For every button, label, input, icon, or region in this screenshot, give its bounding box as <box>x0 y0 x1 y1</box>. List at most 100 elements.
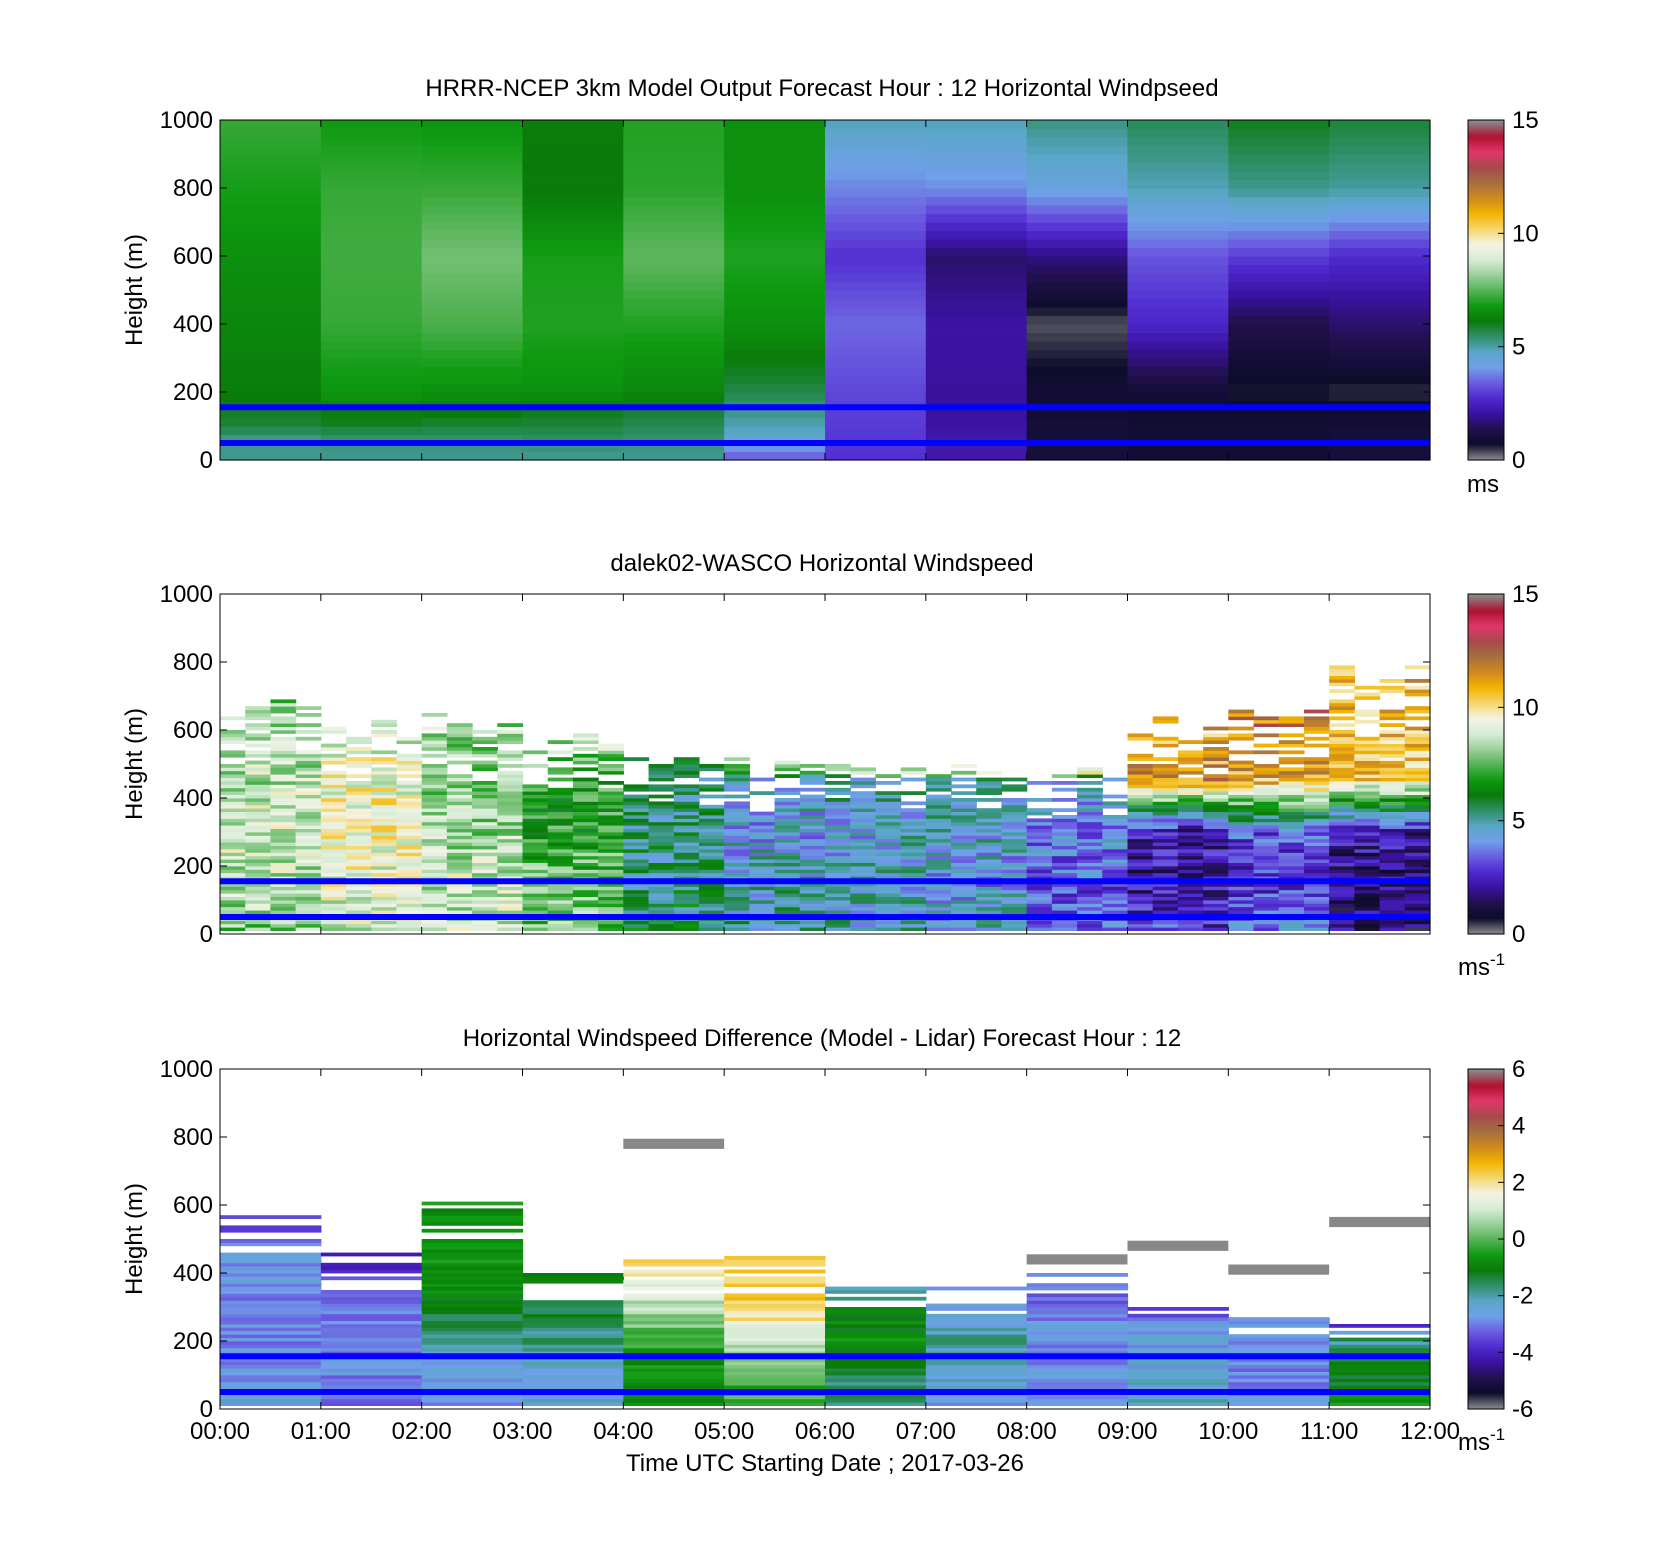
profile-cell <box>951 818 977 823</box>
profile-cell <box>1127 1375 1229 1379</box>
profile-cell <box>976 784 1003 789</box>
colorbar-swatch <box>1468 332 1504 335</box>
profile-cell <box>1329 767 1355 772</box>
profile-cell <box>220 1252 322 1257</box>
profile-cell <box>320 828 347 833</box>
profile-cell <box>1026 1273 1129 1277</box>
profile-cell <box>1102 893 1129 897</box>
model-cell <box>1329 392 1431 402</box>
profile-cell <box>799 883 826 887</box>
profile-cell <box>1051 910 1078 914</box>
profile-cell <box>951 815 977 819</box>
colorbar-swatch <box>1468 222 1504 225</box>
profile-cell <box>1001 808 1028 812</box>
model-cell <box>421 137 524 147</box>
profile-cell <box>1404 811 1431 816</box>
profile-cell <box>774 842 801 846</box>
profile-cell <box>497 740 524 744</box>
colorbar-swatch <box>1468 1375 1504 1378</box>
profile-cell <box>623 1307 725 1311</box>
profile-cell <box>572 740 599 744</box>
profile-cell <box>1102 923 1129 928</box>
profile-cell <box>1228 1361 1330 1366</box>
colorbar-swatch <box>1468 1345 1504 1348</box>
profile-cell <box>1177 849 1204 853</box>
profile-cell <box>522 896 549 901</box>
model-cell <box>825 341 927 351</box>
profile-cell <box>1303 855 1330 860</box>
profile-cell <box>925 1402 1028 1406</box>
profile-cell <box>598 747 624 751</box>
profile-cell <box>1026 1320 1129 1325</box>
model-cell <box>724 451 826 461</box>
colorbar-tick-label: 15 <box>1512 581 1539 608</box>
profile-cell <box>724 900 750 904</box>
colorbar-swatch <box>1468 910 1504 913</box>
colorbar-swatch <box>1468 162 1504 165</box>
profile-cell <box>1177 903 1204 908</box>
model-cell <box>522 366 624 376</box>
model-cell <box>1127 417 1229 427</box>
profile-cell <box>598 855 624 860</box>
profile-cell <box>1303 719 1330 724</box>
profile-cell <box>346 781 372 785</box>
colorbar-swatch <box>1468 234 1504 237</box>
profile-cell <box>446 801 473 806</box>
colorbar-swatch <box>1468 716 1504 719</box>
colorbar-swatch <box>1468 668 1504 671</box>
profile-cell <box>270 845 297 850</box>
profile-cell <box>446 787 473 792</box>
profile-cell <box>1203 828 1229 833</box>
profile-cell <box>673 784 700 789</box>
profile-cell <box>421 1378 524 1383</box>
model-cell <box>1329 196 1431 206</box>
profile-cell <box>320 818 347 823</box>
colorbar-swatch <box>1468 746 1504 749</box>
profile-cell <box>346 872 372 877</box>
profile-cell <box>1404 750 1431 755</box>
profile-cell <box>421 1283 524 1287</box>
profile-cell <box>1001 872 1028 877</box>
profile-cell <box>799 862 826 867</box>
colorbar-swatch <box>1468 418 1504 421</box>
profile-cell <box>825 1375 927 1379</box>
profile-cell <box>270 855 297 860</box>
profile-cell <box>446 859 473 863</box>
profile-cell <box>925 794 952 799</box>
profile-cell <box>1001 842 1028 846</box>
model-cell <box>623 247 725 257</box>
profile-cell <box>1329 1398 1431 1403</box>
profile-cell <box>1228 818 1255 823</box>
profile-cell <box>1228 1344 1330 1349</box>
profile-cell <box>976 852 1003 857</box>
profile-cell <box>749 862 776 867</box>
profile-cell <box>1354 781 1381 785</box>
profile-cell <box>1127 876 1154 880</box>
profile-cell <box>1278 910 1305 914</box>
profile-cell <box>572 920 599 925</box>
colorbar-swatch <box>1468 408 1504 411</box>
profile-cell <box>1278 859 1305 863</box>
profile-cell <box>1329 1347 1431 1352</box>
model-cell <box>1228 179 1330 189</box>
profile-cell <box>346 787 372 792</box>
profile-cell <box>220 1317 322 1321</box>
profile-cell <box>598 866 624 870</box>
colorbar-swatch <box>1468 176 1504 179</box>
profile-cell <box>547 750 574 755</box>
profile-cell <box>497 774 524 778</box>
model-cell <box>1329 171 1431 181</box>
colorbar-swatch <box>1468 1395 1504 1398</box>
profile-cell <box>1329 1330 1431 1335</box>
profile-cell <box>497 852 524 857</box>
colorbar-swatch <box>1468 698 1504 701</box>
profile-cell <box>1177 825 1204 829</box>
model-cell <box>623 375 725 385</box>
colorbar-swatch <box>1468 924 1504 927</box>
model-cell <box>1329 281 1431 291</box>
profile-cell <box>1253 770 1280 775</box>
panel-lidar: dalek02-WASCO Horizontal Windspeed 02004… <box>121 550 1539 981</box>
profile-cell <box>1026 845 1053 850</box>
profile-cell <box>774 889 801 894</box>
